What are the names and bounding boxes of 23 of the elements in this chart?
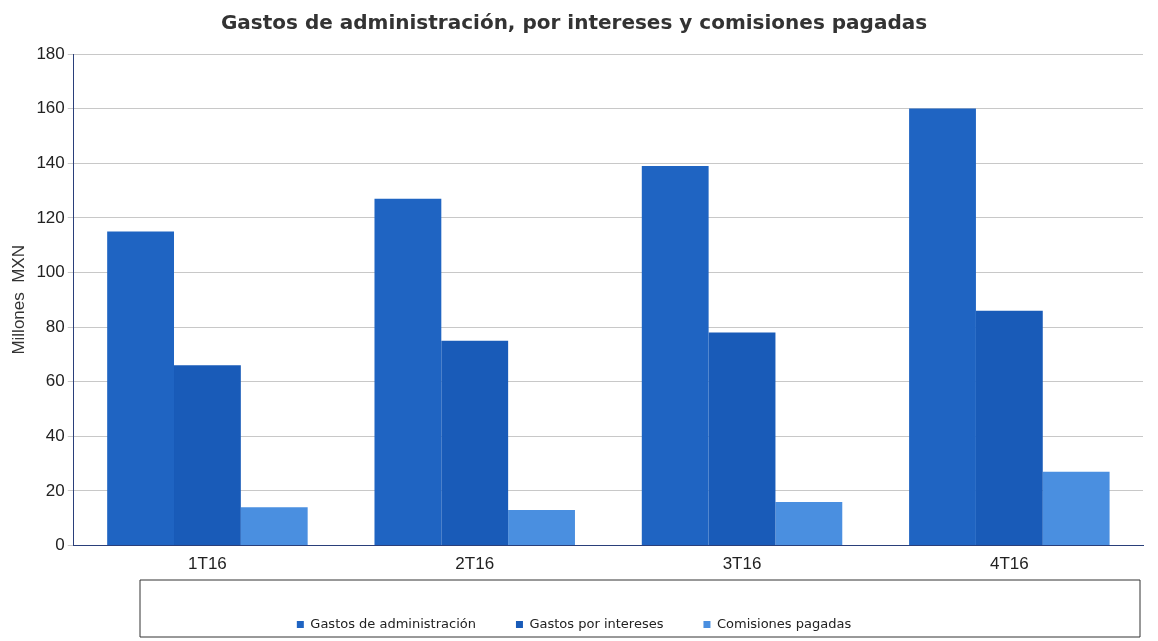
x-tick-label: 1T16 [188, 554, 227, 574]
legend-label: Gastos por intereses [529, 615, 664, 631]
y-axis-title: Millones MXN [8, 245, 28, 355]
y-tick-label: 60 [45, 371, 65, 391]
x-tick-label: 4T16 [989, 554, 1029, 574]
legend-label: Gastos de administración [310, 615, 476, 631]
x-tick-label: 3T16 [722, 554, 762, 574]
y-tick-label: 120 [36, 207, 65, 227]
x-tick-label: 2T16 [455, 554, 495, 574]
bar [240, 507, 308, 546]
y-tick-label: 160 [36, 98, 65, 118]
y-tick-label: 180 [36, 43, 65, 63]
bar [775, 501, 843, 546]
y-tick-label: 0 [55, 535, 65, 555]
bar [508, 510, 575, 546]
y-tick-label: 140 [36, 152, 65, 172]
bar [1042, 471, 1110, 546]
y-tick-label: 80 [45, 316, 65, 336]
chart-title: Gastos de administración, por intereses y comisiones pagadas [220, 10, 928, 35]
y-tick-label: 40 [45, 426, 65, 446]
y-tick-label: 100 [36, 262, 65, 282]
y-tick-label: 20 [45, 480, 65, 500]
legend-label: Comisiones pagadas [716, 615, 852, 631]
